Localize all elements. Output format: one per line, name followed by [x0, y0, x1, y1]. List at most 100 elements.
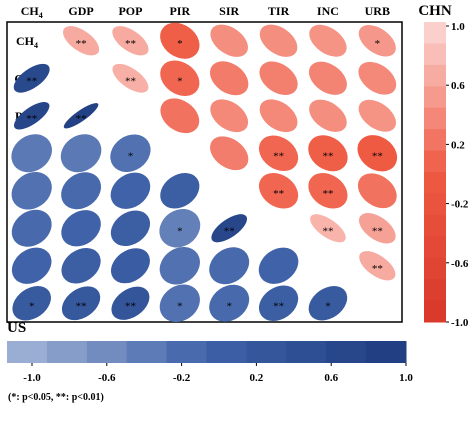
us-ellipse-pop-ch4	[13, 102, 50, 130]
us-colorbar-seg-9	[366, 341, 407, 363]
chn-colorbar-seg-9	[424, 214, 446, 237]
us-colorbar-tick-0: -1.0	[23, 372, 41, 384]
chn-ellipse-ch4-urb	[358, 25, 396, 57]
us-ellipse-tir-sir	[211, 214, 248, 243]
chn-colorbar-seg-7	[424, 172, 446, 194]
us-colorbar-seg-3	[126, 341, 168, 363]
us-colorbar-seg-8	[326, 341, 367, 363]
chn-colorbar-seg-6	[424, 150, 446, 173]
plot-frame	[6, 21, 403, 323]
chn-sig-tir-inc: **	[322, 225, 333, 237]
us-ellipse-urb-pir	[159, 284, 200, 323]
us-sig-urb-tir: **	[273, 300, 284, 312]
us-colorbar-tick-2: -0.2	[173, 372, 191, 384]
chn-ellipse-gdp-inc	[308, 61, 347, 95]
us-ellipse-inc-sir	[209, 247, 250, 285]
chn-sig-inc-urb: **	[372, 263, 383, 275]
us-sig-urb-gdp: **	[76, 300, 87, 312]
chn-ellipse-ch4-pir	[160, 22, 200, 59]
chn-colorbar-tick-2: 0.2	[451, 139, 465, 151]
chn-ellipse-gdp-pir	[160, 60, 200, 97]
chn-colorbar-seg-13	[424, 300, 446, 323]
chn-colorbar-seg-12	[424, 279, 446, 302]
us-ellipse-sir-pir	[160, 172, 200, 209]
chn-ellipse-pir-sir	[210, 136, 249, 171]
us-ellipse-pir-gdp	[60, 134, 102, 173]
chn-ellipse-pop-urb	[358, 99, 397, 132]
us-colorbar-seg-4	[166, 341, 207, 363]
chn-ellipse-gdp-sir	[209, 61, 249, 96]
chn-ellipse-ch4-sir	[210, 24, 248, 57]
row-label-ch4: CH4	[16, 34, 38, 50]
us-sig-urb-pop: **	[125, 300, 136, 312]
chn-colorbar-seg-1	[424, 43, 446, 66]
chn-ellipse-sir-urb	[357, 173, 397, 209]
chn-sig-ch4-gdp: **	[76, 38, 87, 50]
chn-ellipse-pop-sir	[210, 99, 249, 133]
chn-ellipse-pop-pir	[160, 98, 200, 134]
us-ellipse-urb-gdp	[61, 286, 101, 321]
chn-colorbar-tick-5: -1.0	[451, 317, 469, 329]
us-sig-gdp-ch4: **	[26, 75, 37, 87]
col-label-pop: POP	[118, 4, 142, 18]
us-colorbar-seg-5	[206, 341, 247, 363]
us-ellipse-urb-pop	[111, 286, 150, 320]
us-sig-urb-inc: *	[325, 300, 331, 312]
chn-ellipse-ch4-gdp	[62, 26, 100, 56]
us-sig-urb-ch4: *	[29, 300, 35, 312]
us-ellipse-inc-tir	[258, 247, 299, 284]
chn-colorbar-seg-11	[424, 257, 446, 280]
chn-ellipse-sir-inc	[308, 172, 348, 209]
chn-colorbar-tick-0: 1.0	[451, 21, 465, 33]
us-ellipse-inc-ch4	[11, 247, 52, 284]
us-sig-pop-ch4: **	[26, 113, 37, 125]
chn-colorbar-seg-2	[424, 64, 446, 87]
chn-ellipse-ch4-tir	[259, 24, 298, 57]
us-colorbar-seg-0	[7, 341, 48, 363]
chn-ellipse-pop-inc	[309, 99, 347, 132]
us-colorbar-seg-2	[86, 341, 128, 363]
us-sig-tir-sir: **	[224, 225, 235, 237]
chn-sig-sir-tir: **	[273, 188, 284, 200]
chn-ellipse-pir-tir	[258, 135, 299, 172]
chn-ellipse-tir-urb	[358, 213, 396, 244]
col-label-gdp: GDP	[68, 4, 93, 18]
chn-ellipse-ch4-pop	[112, 26, 149, 56]
chn-colorbar-seg-0	[424, 22, 446, 44]
chn-sig-gdp-pop: **	[125, 75, 136, 87]
us-ellipse-urb-sir	[209, 284, 250, 322]
col-label-sir: SIR	[219, 4, 239, 18]
us-ellipse-inc-gdp	[61, 247, 101, 284]
col-label-ch4: CH4	[21, 4, 43, 20]
significance-footnote: (*: p<0.05, **: p<0.01)	[8, 392, 104, 403]
chn-ellipse-pop-tir	[259, 99, 298, 133]
us-ellipse-inc-pop	[110, 248, 150, 284]
us-colorbar-tick-4: 0.6	[324, 372, 338, 384]
us-ellipse-pir-pop	[110, 134, 151, 173]
us-colorbar-seg-1	[46, 341, 88, 363]
chn-colorbar-seg-4	[424, 107, 446, 130]
chn-ellipse-pir-urb	[357, 135, 398, 172]
chn-sig-pir-tir: **	[273, 150, 284, 162]
us-colorbar-seg-6	[246, 341, 287, 363]
us-ellipse-tir-ch4	[11, 209, 52, 247]
us-ellipse-sir-pop	[110, 172, 151, 209]
col-label-urb: URB	[365, 4, 390, 18]
chn-ellipse-tir-inc	[310, 214, 346, 243]
us-sig-pop-gdp: **	[76, 113, 87, 125]
col-label-inc: INC	[317, 4, 339, 18]
chn-ellipse-gdp-pop	[112, 63, 149, 93]
col-label-pir: PIR	[169, 4, 190, 18]
chn-colorbar-seg-8	[424, 193, 446, 216]
chn-ellipse-pir-inc	[308, 135, 348, 172]
us-colorbar-tick-1: -0.6	[98, 372, 116, 384]
us-ellipse-gdp-ch4	[13, 63, 50, 93]
chn-ellipse-gdp-tir	[259, 61, 298, 96]
us-sig-tir-pir: *	[177, 225, 183, 237]
us-colorbar-title: US	[7, 320, 26, 336]
us-ellipse-sir-gdp	[61, 172, 102, 210]
chn-colorbar-tick-1: 0.6	[451, 80, 465, 92]
chn-sig-gdp-pir: *	[177, 75, 183, 87]
